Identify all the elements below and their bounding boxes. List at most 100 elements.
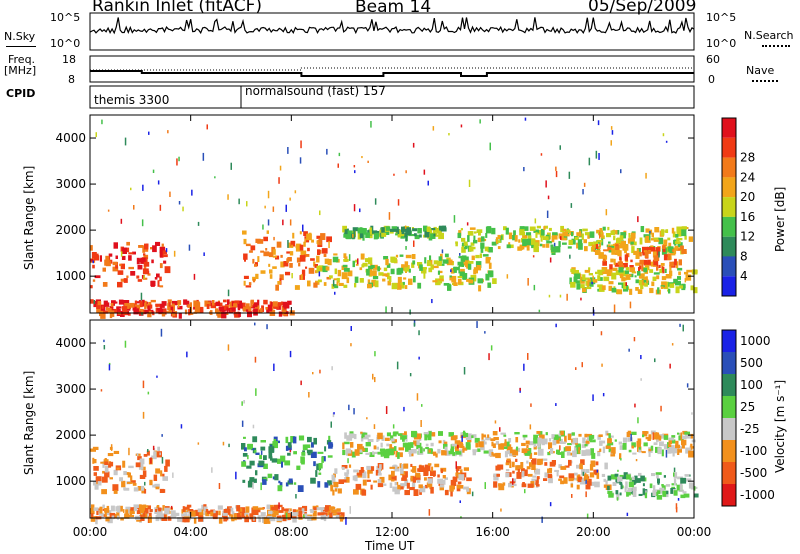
power-cell — [187, 304, 192, 308]
power-cell — [137, 279, 143, 282]
velocity-cell — [364, 434, 371, 438]
power-cell — [130, 271, 136, 276]
velocity-cell — [511, 483, 517, 487]
velocity-cell — [404, 431, 407, 435]
velocity-cell — [628, 348, 630, 352]
power-cell — [395, 233, 400, 236]
velocity-cell — [133, 487, 139, 492]
velocity-cell — [278, 480, 281, 484]
velocity-cell — [260, 450, 263, 455]
power-cell — [619, 235, 624, 241]
power-cell — [552, 233, 558, 240]
velocity-cell — [438, 431, 443, 436]
power-cell — [388, 276, 392, 282]
power-cell — [284, 302, 290, 309]
nsearch-label: N.Search — [744, 29, 794, 42]
power-cell — [554, 246, 561, 253]
velocity-cell — [218, 483, 221, 489]
power-cell — [140, 292, 143, 301]
power-cell — [485, 257, 491, 260]
power-cell — [336, 281, 339, 286]
power-cell — [267, 304, 273, 312]
velocity-colorbar-swatch — [722, 374, 736, 396]
velocity-cell — [508, 482, 512, 488]
velocity-cell — [471, 435, 474, 439]
power-cell — [343, 284, 348, 288]
velocity-cell — [607, 442, 614, 446]
power-cell — [439, 275, 444, 282]
velocity-cell — [409, 487, 415, 491]
power-cell — [605, 209, 608, 216]
power-cell — [591, 281, 593, 285]
power-cell — [553, 242, 556, 247]
power-cell — [343, 253, 347, 258]
power-cell — [414, 234, 420, 240]
velocity-cell — [665, 449, 668, 458]
power-cell — [629, 267, 635, 273]
velocity-cell — [107, 517, 113, 524]
power-cell — [304, 238, 307, 243]
velocity-cell — [585, 441, 590, 444]
velocity-cell — [450, 479, 457, 486]
power-cell — [646, 250, 652, 254]
velocity-cell — [567, 433, 572, 441]
power-cell — [438, 256, 442, 264]
power-cell — [118, 299, 124, 305]
power-cell — [641, 280, 645, 286]
power-cell — [163, 260, 167, 264]
velocity-cell — [663, 475, 666, 478]
velocity-cell — [678, 447, 682, 453]
power-cell — [630, 232, 636, 239]
power-cell — [101, 119, 103, 125]
power-cell — [393, 227, 399, 232]
velocity-cell — [292, 512, 298, 517]
power-cell — [376, 231, 380, 235]
velocity-cell — [684, 433, 691, 439]
velocity-cell — [329, 443, 331, 447]
power-cell — [411, 262, 415, 268]
power-cell — [599, 231, 601, 239]
velocity-cell — [633, 337, 636, 342]
power-cell — [387, 272, 390, 280]
velocity-cell — [526, 444, 529, 449]
power-cell — [597, 246, 601, 250]
velocity-cell — [418, 356, 420, 360]
velocity-cell — [152, 445, 155, 451]
velocity-cell — [608, 433, 611, 440]
velocity-cell — [416, 440, 420, 445]
velocity-cell — [95, 476, 102, 483]
power-cell — [143, 263, 147, 271]
velocity-cell — [431, 466, 434, 472]
velocity-cell — [243, 436, 246, 439]
power-cell — [593, 241, 598, 248]
velocity-cell — [242, 479, 246, 483]
velocity-cell — [345, 449, 352, 454]
velocity-cell — [543, 438, 548, 445]
power-cell — [264, 205, 266, 209]
power-cell — [466, 222, 469, 226]
power-cell — [206, 124, 208, 130]
velocity-cell — [161, 434, 163, 437]
velocity-cell — [457, 444, 459, 449]
velocity-cell — [558, 464, 562, 469]
velocity-cell — [541, 516, 543, 523]
power-cell — [519, 244, 525, 250]
velocity-cell — [677, 432, 680, 435]
velocity-cell — [607, 475, 612, 481]
velocity-cell — [529, 462, 532, 467]
power-cell — [362, 234, 365, 241]
velocity-cell — [139, 504, 145, 511]
power-cell — [605, 255, 608, 260]
velocity-cell — [234, 513, 241, 518]
velocity-cell — [573, 472, 578, 476]
velocity-cell — [172, 472, 174, 478]
power-cell — [265, 307, 270, 310]
velocity-cell — [680, 477, 687, 484]
power-cell — [684, 278, 687, 283]
power-cell — [470, 246, 476, 250]
velocity-cell — [488, 353, 490, 361]
power-cell — [229, 301, 232, 307]
power-cell — [126, 275, 129, 278]
power-cell — [617, 261, 623, 265]
velocity-cell — [258, 460, 265, 466]
